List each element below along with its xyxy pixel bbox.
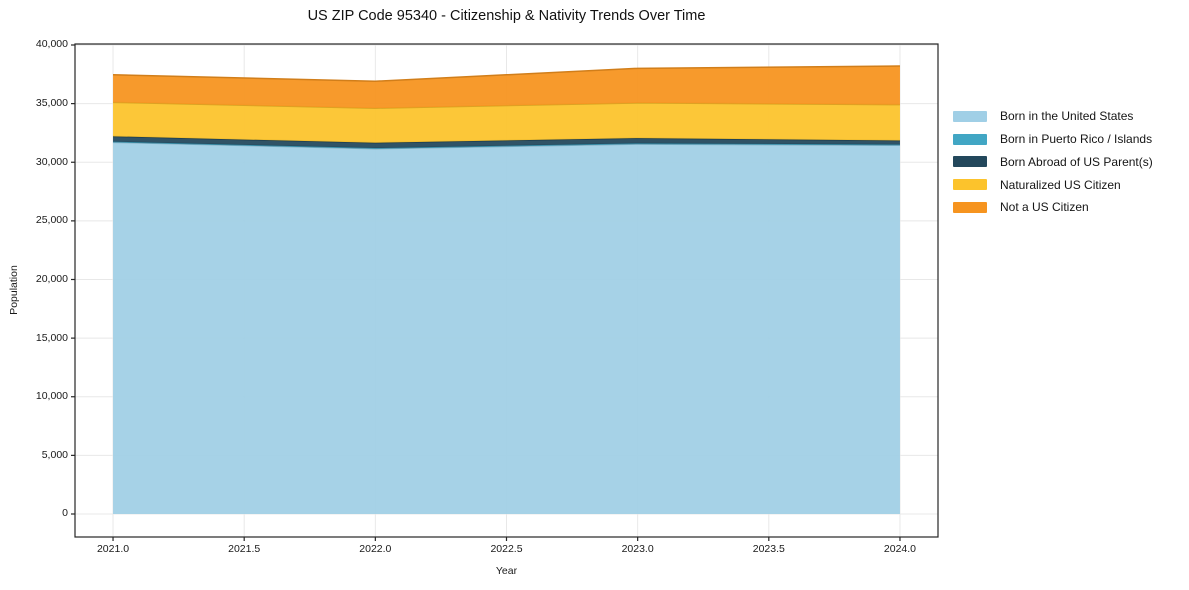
legend-label-born-abroad-of-us-parent-s: Born Abroad of US Parent(s): [1000, 154, 1153, 169]
x-tick-label: 2022.5: [490, 543, 523, 555]
legend-item-born-in-the-united-states: Born in the United States: [953, 105, 1153, 128]
x-tick-label: 2023.5: [752, 543, 785, 555]
area-naturalized-us-citizen: [113, 102, 900, 143]
legend-label-not-a-us-citizen: Not a US Citizen: [1000, 200, 1089, 215]
area-not-a-us-citizen: [113, 65, 900, 109]
x-axis-label: Year: [495, 565, 518, 577]
legend-label-naturalized-us-citizen: Naturalized US Citizen: [1000, 177, 1121, 192]
area-born-in-the-united-states: [113, 142, 900, 514]
x-tick-label: 2024.0: [883, 543, 917, 555]
y-tick-label: 35,000: [35, 97, 68, 110]
legend-item-born-abroad-of-us-parent-s: Born Abroad of US Parent(s): [953, 151, 1153, 174]
x-tick-label: 2023.0: [621, 543, 654, 555]
x-tick-label: 2021.0: [96, 543, 130, 555]
y-tick-label: 10,000: [35, 390, 68, 403]
legend-label-born-in-the-united-states: Born in the United States: [1000, 109, 1134, 124]
legend: Born in the United States Born in Puerto …: [953, 105, 1153, 219]
x-tick-label: 2021.5: [228, 543, 261, 555]
y-tick-label: 40,000: [35, 38, 68, 51]
legend-swatch-born-in-the-united-states: [953, 110, 987, 122]
y-tick-label: 15,000: [35, 331, 68, 344]
legend-item-naturalized-us-citizen: Naturalized US Citizen: [953, 173, 1153, 196]
legend-swatch-born-abroad-of-us-parent-s: [953, 156, 987, 168]
legend-item-not-a-us-citizen: Not a US Citizen: [953, 196, 1153, 219]
area-edge-not-a-us-citizen: [113, 65, 900, 82]
y-tick-label: 25,000: [35, 214, 68, 227]
y-tick-label: 20,000: [35, 272, 68, 285]
chart-title: US ZIP Code 95340 - Citizenship & Nativi…: [307, 8, 706, 24]
x-tick-label: 2022.0: [359, 543, 392, 555]
y-tick-label: 5,000: [41, 448, 68, 461]
legend-label-born-in-puerto-rico-islands: Born in Puerto Rico / Islands: [1000, 132, 1153, 147]
y-tick-label: 30,000: [35, 155, 68, 168]
legend-item-born-in-puerto-rico-islands: Born in Puerto Rico / Islands: [953, 128, 1153, 151]
legend-swatch-born-in-puerto-rico-islands: [953, 133, 987, 145]
legend-swatch-naturalized-us-citizen: [953, 179, 987, 191]
legend-swatch-not-a-us-citizen: [953, 201, 987, 213]
y-tick-label: 0: [62, 507, 68, 520]
